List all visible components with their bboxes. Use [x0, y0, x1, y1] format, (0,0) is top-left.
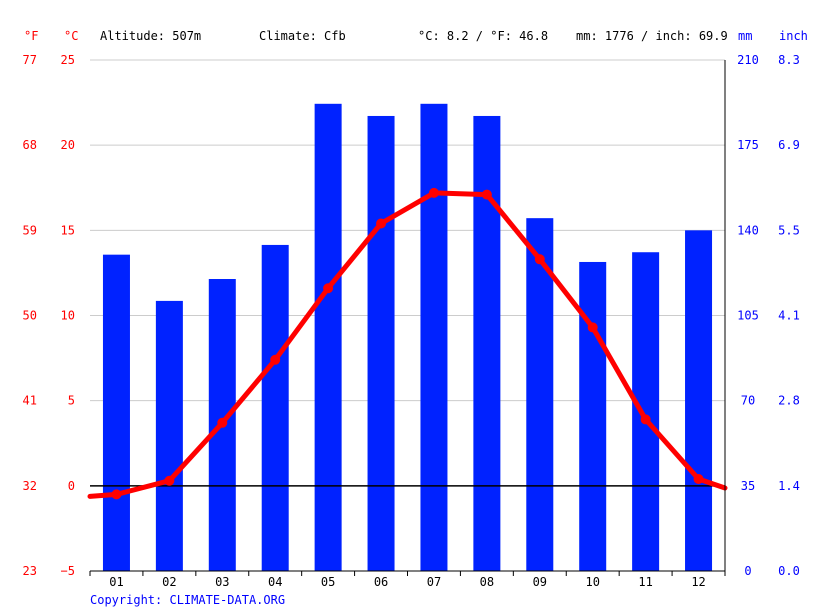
mm-tick-label: 105 — [737, 309, 759, 323]
month-tick-label: 02 — [162, 575, 176, 589]
month-tick-label: 11 — [638, 575, 652, 589]
temperature-point — [481, 189, 492, 200]
mm-unit: mm — [738, 29, 752, 43]
fahrenheit-tick-label: 41 — [23, 394, 37, 408]
copyright-text: Copyright: CLIMATE-DATA.ORG — [90, 593, 285, 607]
mm-tick-label: 70 — [741, 394, 755, 408]
temperature-point — [587, 322, 598, 333]
mm-tick-label: 175 — [737, 138, 759, 152]
inch-tick-label: 4.1 — [778, 309, 800, 323]
inch-unit: inch — [779, 29, 808, 43]
precipitation-bar — [579, 261, 607, 571]
celsius-tick-label: −5 — [61, 564, 75, 578]
inch-tick-label: 2.8 — [778, 394, 800, 408]
inch-tick-label: 8.3 — [778, 53, 800, 67]
mm-tick-label: 0 — [744, 564, 751, 578]
temperature-point — [428, 187, 439, 198]
mm-tick-label: 35 — [741, 479, 755, 493]
fahrenheit-tick-label: 77 — [23, 53, 37, 67]
celsius-tick-label: 5 — [68, 394, 75, 408]
temperature-point — [693, 474, 704, 485]
mm-tick-label: 210 — [737, 53, 759, 67]
month-tick-label: 01 — [109, 575, 123, 589]
inch-tick-label: 1.4 — [778, 479, 800, 493]
month-tick-label: 06 — [374, 575, 388, 589]
inch-tick-label: 5.5 — [778, 223, 800, 237]
month-tick-label: 03 — [215, 575, 229, 589]
precipitation-bar — [473, 115, 501, 571]
precipitation-bar — [102, 254, 130, 571]
inch-tick-label: 6.9 — [778, 138, 800, 152]
celsius-tick-label: 25 — [61, 53, 75, 67]
inch-tick-label: 0.0 — [778, 564, 800, 578]
month-tick-label: 10 — [585, 575, 599, 589]
precipitation-bars — [102, 103, 713, 572]
axes — [89, 60, 726, 576]
temperature-point — [534, 254, 545, 265]
precipitation-total-label: mm: 1776 / inch: 69.9 — [576, 29, 728, 43]
temperature-point — [323, 283, 334, 294]
altitude-label: Altitude: 507m — [100, 29, 201, 43]
axis-labels: 77 25 210 8.368 20 175 6.959 15 140 5.550 10 105 4.1… — [23, 53, 800, 589]
celsius-unit: °C — [64, 29, 78, 43]
celsius-tick-label: 0 — [68, 479, 75, 493]
precipitation-bar — [367, 115, 395, 571]
celsius-tick-label: 10 — [61, 309, 75, 323]
celsius-tick-label: 15 — [61, 223, 75, 237]
fahrenheit-tick-label: 50 — [23, 309, 37, 323]
month-tick-label: 08 — [480, 575, 494, 589]
month-tick-label: 12 — [691, 575, 705, 589]
precipitation-bar — [314, 103, 342, 572]
climate-label: Climate: Cfb — [259, 29, 346, 43]
mm-tick-label: 140 — [737, 223, 759, 237]
temperature-line-group — [87, 187, 728, 500]
precipitation-bar — [632, 252, 660, 571]
fahrenheit-tick-label: 59 — [23, 223, 37, 237]
temperature-point — [270, 354, 281, 365]
temperature-point — [640, 414, 651, 425]
month-tick-label: 09 — [533, 575, 547, 589]
precipitation-bar — [685, 230, 713, 572]
fahrenheit-tick-label: 68 — [23, 138, 37, 152]
fahrenheit-tick-label: 23 — [23, 564, 37, 578]
precipitation-bar — [155, 300, 183, 571]
temperature-average-label: °C: 8.2 / °F: 46.8 — [418, 29, 548, 43]
grid-lines — [90, 59, 725, 572]
precipitation-bar — [526, 218, 554, 571]
temperature-point — [217, 417, 228, 428]
fahrenheit-unit: °F — [24, 29, 38, 43]
temperature-point — [164, 475, 175, 486]
fahrenheit-tick-label: 32 — [23, 479, 37, 493]
month-tick-label: 04 — [268, 575, 282, 589]
temperature-line — [87, 190, 728, 499]
month-tick-label: 05 — [321, 575, 335, 589]
month-tick-label: 07 — [427, 575, 441, 589]
celsius-tick-label: 20 — [61, 138, 75, 152]
temperature-point — [111, 489, 122, 500]
precipitation-bar — [261, 244, 289, 571]
precipitation-bar — [420, 103, 448, 572]
temperature-point — [376, 218, 387, 229]
